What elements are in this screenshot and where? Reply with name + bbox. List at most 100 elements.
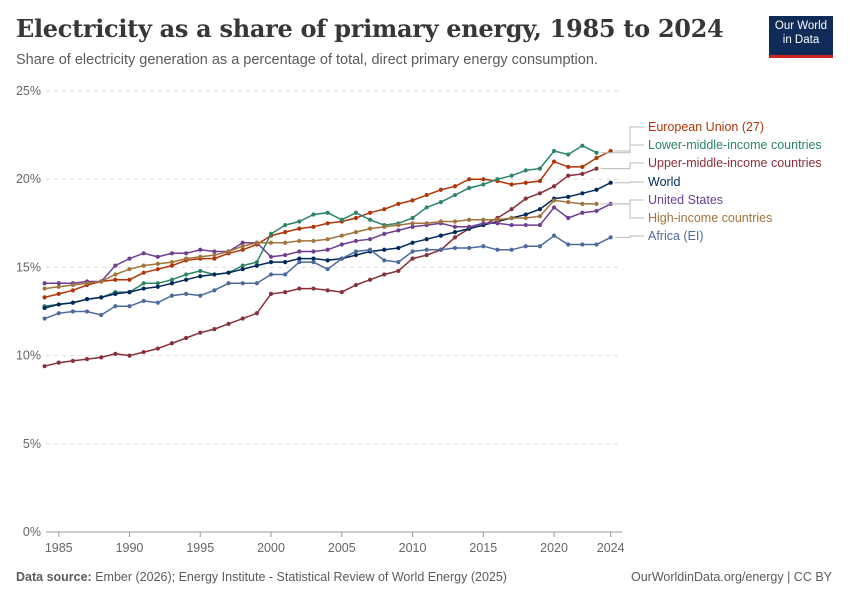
x-tick-label: 1990 [116,541,144,555]
data-point [424,205,429,210]
data-point [169,263,175,268]
data-point [283,289,288,295]
data-point [254,281,259,286]
logo-line-1: Our World [774,20,828,32]
credit-link[interactable]: OurWorldinData.org/energy | CC BY [630,570,832,584]
data-point [495,217,500,222]
data-point [141,281,146,286]
data-point [580,242,585,247]
series-line-1 [44,144,597,307]
x-tick-label: 2010 [399,541,427,555]
data-point [99,279,104,284]
data-point [311,260,316,265]
x-tick-label: 1985 [45,541,73,555]
data-point [169,277,175,282]
data-point [410,240,415,245]
data-point [42,286,47,291]
data-point [297,260,302,265]
label-connector [614,181,644,184]
data-point [84,297,90,302]
data-point [509,207,514,212]
data-point [339,233,344,238]
data-point [382,207,387,212]
data-point [325,210,330,215]
x-tick-label: 2015 [469,541,497,555]
data-point [537,207,543,212]
data-point [580,171,585,177]
data-source-text: Ember (2026); Energy Institute - Statist… [91,570,507,584]
data-point [566,173,571,178]
data-point [169,341,175,346]
data-point [42,295,47,300]
data-point [99,355,104,360]
data-point [113,272,118,277]
series-label: Lower-middle-income countries [648,138,822,152]
data-point [594,201,599,206]
data-point [283,222,288,228]
x-tick-label: 2005 [328,541,356,555]
data-point [382,224,387,229]
data-point [452,245,458,251]
data-point [283,230,288,235]
data-point [155,300,160,305]
data-point [113,304,118,309]
data-point [396,245,401,251]
data-point [240,263,245,268]
data-point [311,212,316,217]
data-point [410,256,415,261]
data-point [367,247,373,252]
data-point [438,233,443,238]
data-point [268,272,274,277]
data-point [580,143,585,148]
data-point [353,230,359,235]
data-point [523,212,528,217]
data-point [467,177,472,182]
series-line-2 [44,167,597,367]
data-point [537,191,543,196]
data-point [580,164,585,169]
data-point [566,215,571,221]
x-tick-label: 1995 [186,541,214,555]
data-point [339,289,344,295]
data-point [311,286,316,291]
data-point [566,200,571,205]
data-point [283,272,288,277]
data-point [212,327,217,332]
data-point [198,254,203,259]
data-point [481,177,486,182]
y-tick-label: 20% [16,172,41,186]
logo-line-2: in Data [782,34,820,46]
owid-logo[interactable]: Our World in Data [769,16,833,58]
data-point [84,281,90,286]
data-point [198,274,203,279]
data-point [226,281,231,286]
data-point [580,191,585,196]
chart-subtitle: Share of electricity generation as a per… [16,52,598,68]
data-point [339,256,344,261]
data-point [212,288,217,293]
data-point [580,210,585,215]
data-point [382,258,387,263]
data-point [311,224,316,229]
data-point [56,311,61,316]
data-point [566,152,571,157]
data-point [353,282,359,288]
data-point [155,261,160,266]
data-point [467,217,472,222]
data-point [396,268,401,274]
data-point [353,215,359,221]
y-tick-label: 5% [23,437,41,451]
data-point [212,272,217,277]
x-tick-label: 2024 [597,541,625,555]
data-point [169,293,175,298]
data-point [311,256,316,261]
data-point [424,237,429,242]
series-label: United States [648,193,723,207]
data-point [325,288,330,293]
data-point [254,240,259,245]
data-point [452,235,458,240]
data-point [311,238,316,244]
data-point [297,256,302,261]
data-point [325,247,330,252]
data-point [467,245,472,251]
